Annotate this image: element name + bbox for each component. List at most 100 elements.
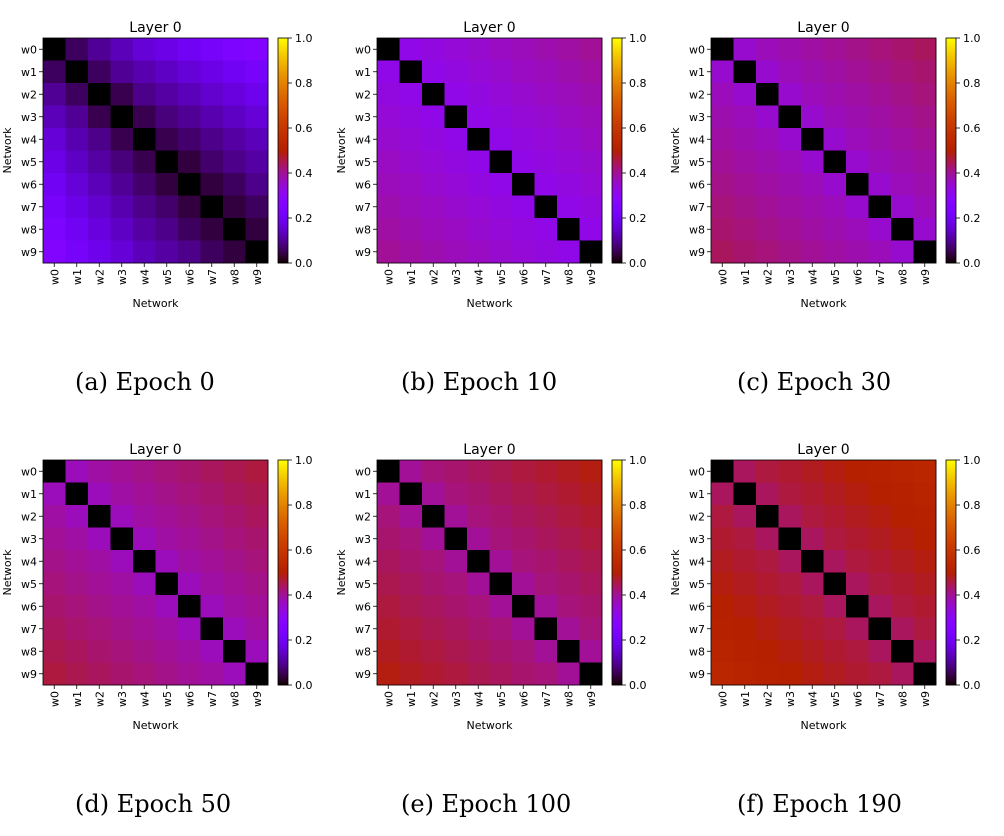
heatmap-cell — [913, 218, 937, 241]
heatmap-panel: Layer 0 w0 w1 w2 w3 w4 w5 w6 w7 w8 w9 w0 w1 w2 w3 w4 w5 w… — [669, 436, 981, 732]
colorbar-tick-label: 0.2 — [963, 634, 981, 647]
heatmap-cell — [846, 595, 869, 618]
heatmap-cell — [868, 83, 892, 106]
heatmap-cell — [110, 240, 134, 264]
y-tick-label: w3 — [21, 533, 37, 546]
heatmap-cell — [913, 38, 937, 61]
colorbar-tick-label: 0.4 — [629, 167, 647, 180]
heatmap-cell — [245, 482, 269, 506]
heatmap-cell — [756, 60, 779, 84]
heatmap-cell — [133, 83, 156, 106]
heatmap-cell — [444, 572, 468, 596]
heatmap-cell — [823, 617, 847, 641]
heatmap-cell — [178, 128, 201, 151]
heatmap-cell — [88, 105, 111, 129]
heatmap-cell — [711, 482, 734, 506]
heatmap-cell — [823, 218, 847, 241]
heatmap-cell — [579, 482, 603, 506]
heatmap-cell — [110, 195, 134, 219]
heatmap-cell — [579, 195, 603, 219]
subfigure-caption: (d) Epoch 50 — [75, 790, 232, 818]
y-tick-label: w9 — [355, 246, 371, 259]
heatmap-cell — [155, 662, 179, 686]
heatmap-cell — [579, 550, 603, 573]
heatmap-cell — [200, 38, 224, 61]
heatmap-cell — [711, 617, 734, 641]
x-tick-label: w0 — [716, 691, 729, 707]
y-tick-label: w0 — [689, 43, 705, 56]
heatmap-cell — [756, 173, 779, 196]
heatmap-cell — [200, 60, 224, 84]
heatmap-cell — [133, 60, 156, 84]
heatmap-cell — [733, 218, 757, 241]
heatmap-cell — [223, 173, 246, 196]
heatmap-cell — [557, 662, 580, 686]
heatmap-cell — [913, 640, 937, 663]
heatmap-svg: Layer 0 w0 w1 w2 w3 w4 w5 w6 w7 w8 w9 w0 w1 w2 w3 w4 w5 w… — [335, 442, 647, 732]
heatmap-cell — [245, 150, 269, 174]
heatmap-cell — [444, 38, 468, 61]
heatmap-cell — [467, 218, 490, 241]
colorbar-tick-label: 0.4 — [963, 589, 981, 602]
colorbar-tick-label: 0.6 — [963, 544, 981, 557]
heatmap-cell — [733, 595, 757, 618]
heatmap-cell — [399, 505, 423, 528]
colorbar — [277, 459, 289, 686]
heatmap-cell — [422, 83, 445, 106]
heatmap-cell — [155, 195, 179, 219]
heatmap-cell — [891, 640, 914, 663]
heatmap-cell — [200, 482, 224, 506]
heatmap-cell — [733, 195, 757, 219]
heatmap-cell — [377, 218, 400, 241]
heatmap-cell — [178, 505, 201, 528]
heatmap-cell — [801, 195, 824, 219]
colorbar-tick-label: 0.6 — [295, 122, 313, 135]
heatmap-cell — [223, 595, 246, 618]
x-tick-label: w0 — [48, 269, 61, 285]
heatmap-cell — [155, 460, 179, 483]
heatmap-cell — [512, 105, 535, 129]
heatmap-cell — [399, 38, 423, 61]
heatmap-cell — [801, 173, 824, 196]
heatmap-cell — [823, 60, 847, 84]
heatmap-cell — [534, 640, 558, 663]
heatmap-cell — [399, 173, 423, 196]
heatmap-cell — [801, 527, 824, 551]
heatmap-cell — [200, 240, 224, 264]
heatmap-cell — [133, 195, 156, 219]
heatmap-cell — [489, 550, 513, 573]
heatmap-cell — [133, 640, 156, 663]
heatmap-cell — [756, 640, 779, 663]
heatmap-cell — [178, 150, 201, 174]
heatmap-cell — [43, 505, 66, 528]
subfigure-caption: (c) Epoch 30 — [737, 368, 892, 396]
heatmap-cell — [913, 572, 937, 596]
y-tick-label: w2 — [355, 510, 371, 523]
heatmap-cell — [467, 173, 490, 196]
heatmap-cell — [444, 83, 468, 106]
colorbar-tick-label: 0.2 — [629, 212, 647, 225]
heatmap-cell — [223, 195, 246, 219]
heatmap-cell — [891, 505, 914, 528]
heatmap-cell — [579, 105, 603, 129]
colorbar — [945, 459, 957, 686]
heatmap-cell — [534, 38, 558, 61]
heatmap-cell — [846, 617, 869, 641]
heatmap-cell — [756, 218, 779, 241]
y-axis-label: Network — [335, 549, 348, 596]
heatmap-cell — [489, 482, 513, 506]
heatmap-cell — [200, 505, 224, 528]
heatmap-svg: Layer 0 w0 w1 w2 w3 w4 w5 w6 w7 w8 w9 w0 w1 w2 w3 w4 w5 w… — [335, 20, 647, 310]
heatmap-cell — [512, 505, 535, 528]
heatmap-cell — [399, 617, 423, 641]
y-tick-label: w1 — [689, 488, 705, 501]
heatmap-cell — [868, 662, 892, 686]
heatmap-cell — [801, 38, 824, 61]
heatmap-cell — [891, 550, 914, 573]
y-tick-label: w8 — [689, 645, 705, 658]
heatmap-cell — [489, 617, 513, 641]
heatmap-cell — [534, 617, 558, 641]
x-tick-label: w8 — [896, 691, 909, 707]
heatmap-panel: Layer 0 w0 w1 w2 w3 w4 w5 w6 w7 w8 w9 w0 w1 w2 w3 w4 w5 w… — [335, 436, 647, 732]
y-tick-label: w8 — [355, 645, 371, 658]
